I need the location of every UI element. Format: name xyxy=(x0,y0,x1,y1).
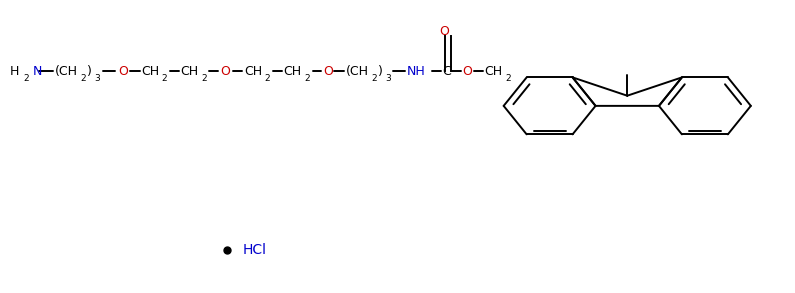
Text: NH: NH xyxy=(407,64,426,78)
Text: (CH: (CH xyxy=(346,64,369,78)
Text: N: N xyxy=(33,64,42,78)
Text: H: H xyxy=(10,64,19,78)
Text: O: O xyxy=(323,64,333,78)
Text: 3: 3 xyxy=(385,74,390,83)
Text: O: O xyxy=(220,64,230,78)
Text: 2: 2 xyxy=(80,74,86,83)
Text: (CH: (CH xyxy=(56,64,78,78)
Text: 2: 2 xyxy=(371,74,377,83)
Text: 2: 2 xyxy=(304,74,309,83)
Text: 2: 2 xyxy=(265,74,270,83)
Text: HCl: HCl xyxy=(243,243,267,257)
Text: ): ) xyxy=(87,64,92,78)
Text: CH: CH xyxy=(485,64,502,78)
Text: O: O xyxy=(440,25,449,38)
Text: C: C xyxy=(443,64,452,78)
Text: CH: CH xyxy=(180,64,199,78)
Text: 2: 2 xyxy=(506,74,511,83)
Text: CH: CH xyxy=(141,64,159,78)
Text: 2: 2 xyxy=(201,74,207,83)
Text: CH: CH xyxy=(244,64,262,78)
Text: O: O xyxy=(463,64,472,78)
Text: ): ) xyxy=(378,64,382,78)
Text: 2: 2 xyxy=(161,74,167,83)
Text: 2: 2 xyxy=(24,74,29,83)
Text: CH: CH xyxy=(284,64,301,78)
Text: 3: 3 xyxy=(94,74,100,83)
Text: O: O xyxy=(118,64,128,78)
